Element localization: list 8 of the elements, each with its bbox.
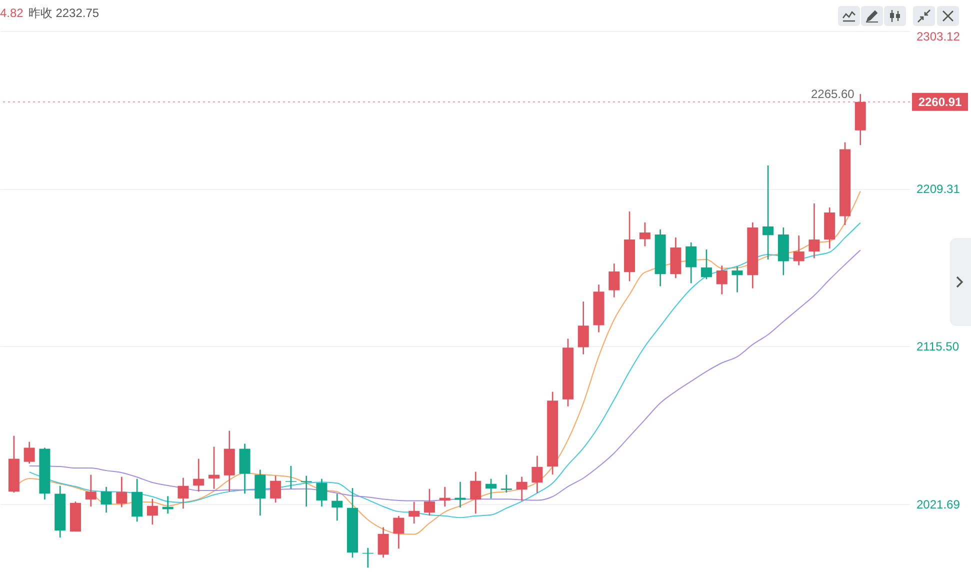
- y-tick-label: 2115.50: [916, 340, 960, 354]
- annotation: 2265.60: [810, 87, 855, 102]
- text: 4.82: [0, 6, 24, 20]
- y-tick-label: 2021.69: [916, 497, 960, 512]
- text: 昨收 2232.75: [28, 6, 100, 20]
- y-tick-label: 2209.31: [916, 182, 960, 196]
- y-tick-label: 2303.12: [916, 30, 960, 44]
- ref-line-label: 2260.91: [918, 94, 962, 109]
